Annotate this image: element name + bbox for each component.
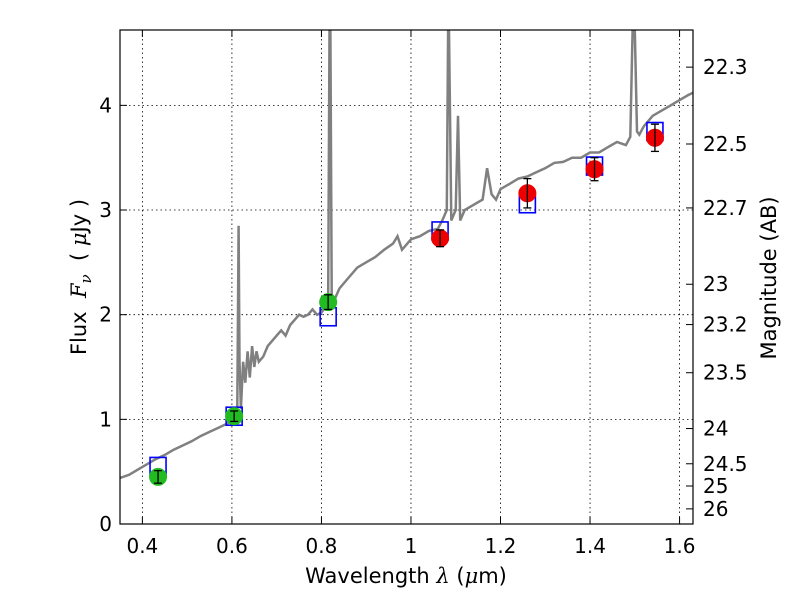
x-tick-label-2: 0.8 xyxy=(306,534,338,558)
x-axis-label: Wavelength λ (μm) xyxy=(305,564,507,588)
x-tick-label-1: 0.6 xyxy=(216,534,248,558)
y-tick-label-1: 1 xyxy=(99,407,112,431)
data-points xyxy=(149,121,664,486)
y-tick-label-4: 4 xyxy=(99,93,112,117)
y2-tick-label-5: 23.5 xyxy=(703,361,748,385)
x-tick-label-6: 1.6 xyxy=(664,534,696,558)
model-spectrum-line xyxy=(120,30,693,480)
x-tick-label-0: 0.4 xyxy=(126,534,158,558)
y2-tick-label-7: 24.5 xyxy=(703,452,748,476)
y-axis-ticks: 0 1 2 3 4 xyxy=(99,93,127,536)
y-tick-label-3: 3 xyxy=(99,198,112,222)
plot-frame xyxy=(119,29,694,525)
y2-tick-label-3: 23 xyxy=(703,272,728,296)
y-axis-label: Flux Fν ( μJy ) xyxy=(67,199,95,355)
plot-content xyxy=(120,30,693,486)
x-tick-label-4: 1.2 xyxy=(485,534,517,558)
y2-axis-label: Magnitude (AB) xyxy=(757,196,781,359)
y2-tick-label-0: 22.3 xyxy=(703,55,748,79)
y2-tick-label-4: 23.2 xyxy=(703,313,748,337)
y-tick-label-0: 0 xyxy=(99,512,112,536)
y-tick-label-2: 2 xyxy=(99,303,112,327)
x-tick-label-3: 1 xyxy=(405,534,418,558)
x-tick-label-5: 1.4 xyxy=(574,534,606,558)
x-axis-ticks: 0.4 0.6 0.8 1 1.2 1.4 1.6 xyxy=(126,30,695,558)
y2-tick-label-1: 22.5 xyxy=(703,132,748,156)
y2-tick-label-9: 26 xyxy=(703,497,728,521)
y2-tick-label-6: 24 xyxy=(703,417,728,441)
y2-tick-label-8: 25 xyxy=(703,474,728,498)
y2-tick-label-2: 22.7 xyxy=(703,196,748,220)
